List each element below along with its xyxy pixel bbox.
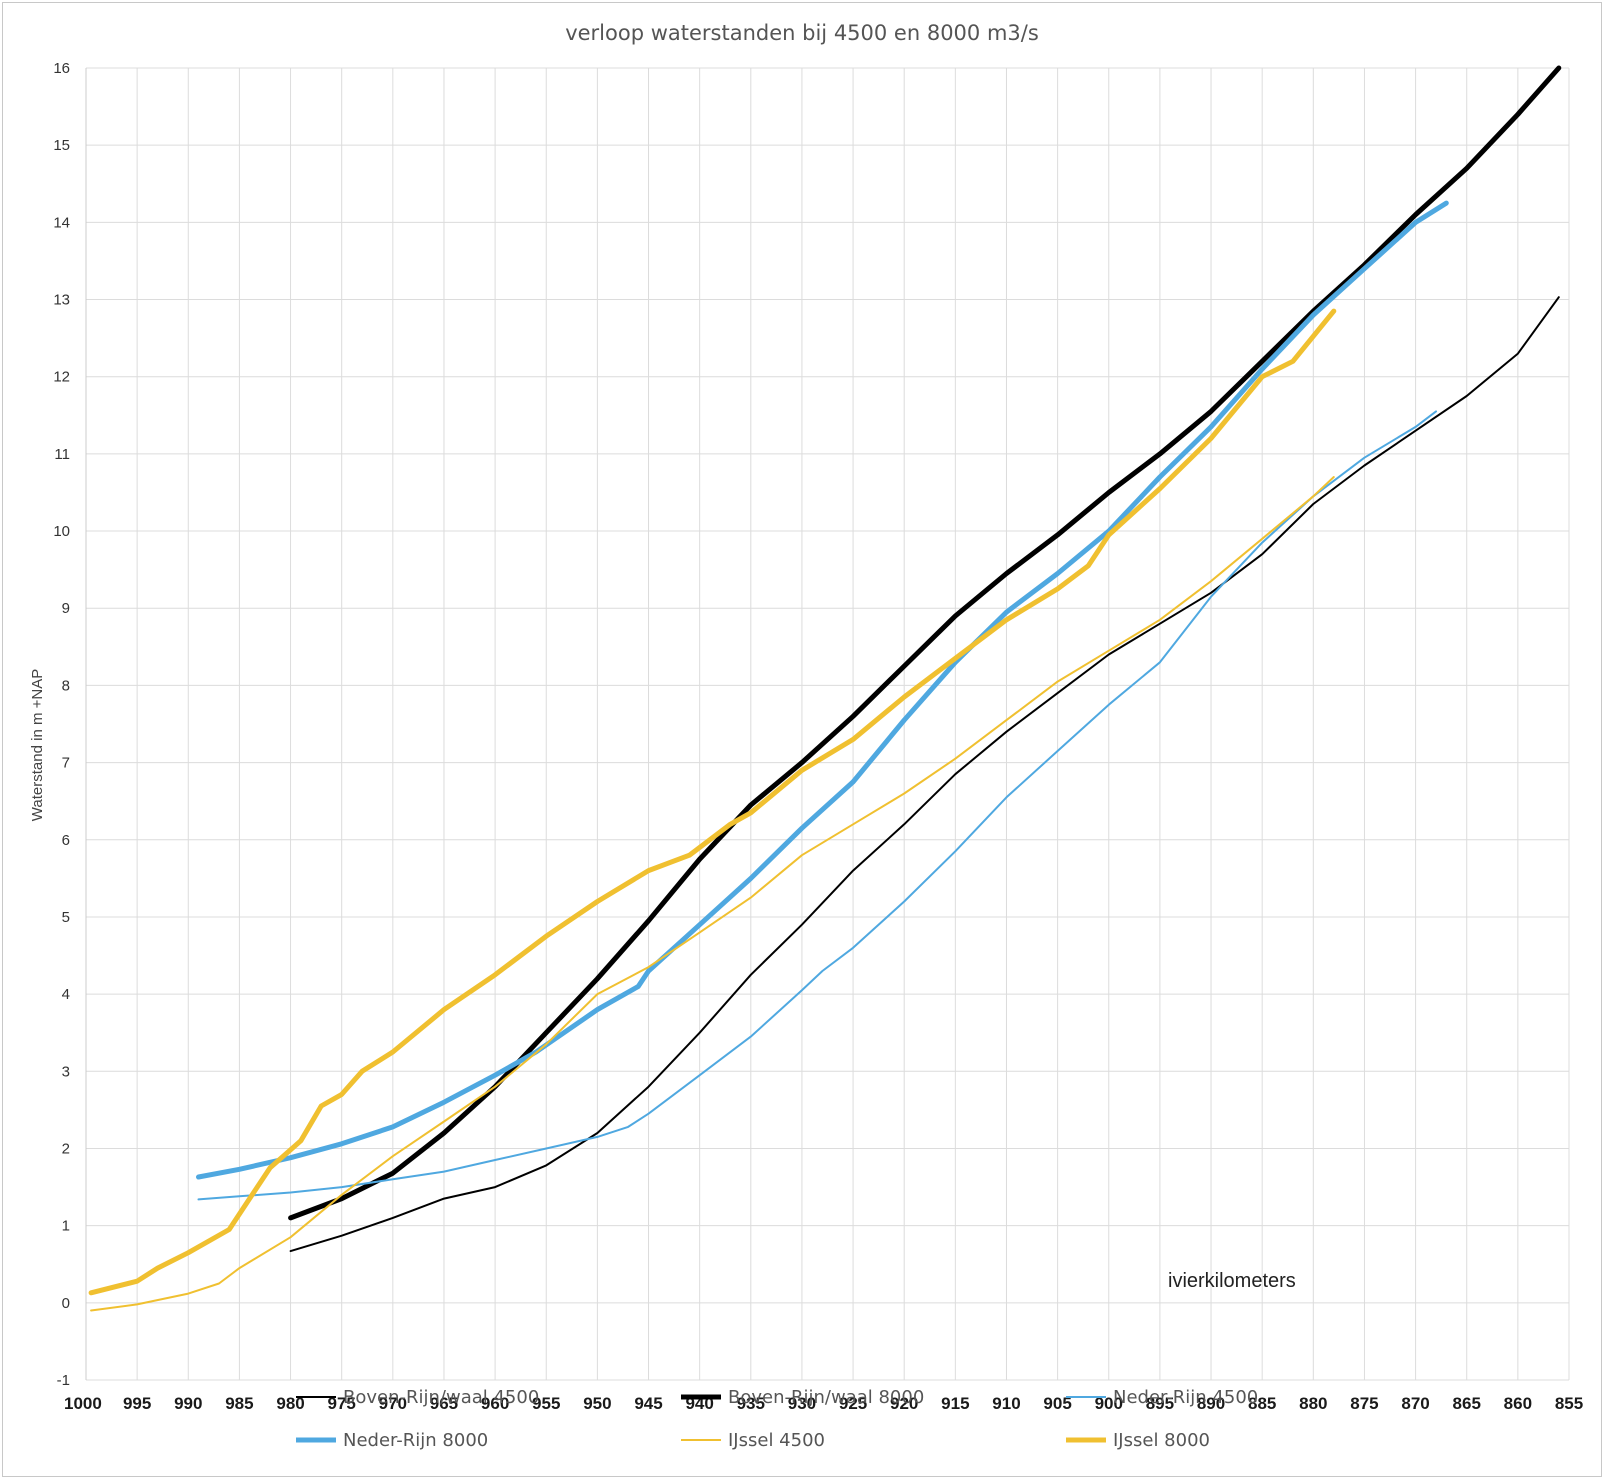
- x-tick-label: 880: [1299, 1394, 1327, 1413]
- y-tick-label: 5: [62, 909, 70, 926]
- x-axis-ticks: 1000 995 990 985 980 975 970 965 960 955 950 945 940…: [64, 1394, 1583, 1413]
- x-tick-label: 905: [1043, 1394, 1071, 1413]
- x-tick-label: 860: [1504, 1394, 1532, 1413]
- x-tick-label: 885: [1248, 1394, 1276, 1413]
- legend-label: Boven-Rijn/waal 8000: [728, 1387, 924, 1408]
- legend-label: Neder-Rijn 4500: [1113, 1387, 1258, 1408]
- x-tick-label: 855: [1555, 1394, 1583, 1413]
- x-tick-label: 920: [890, 1394, 918, 1413]
- y-axis-label: Waterstand in m +NAP: [29, 669, 46, 821]
- x-tick-label: 1000: [64, 1394, 102, 1413]
- x-tick-label: 890: [1197, 1394, 1225, 1413]
- y-tick-label: 15: [53, 137, 70, 154]
- y-tick-label: 10: [53, 523, 70, 540]
- x-tick-label: 930: [788, 1394, 816, 1413]
- y-tick-label: 2: [62, 1140, 70, 1157]
- x-tick-label: 945: [634, 1394, 662, 1413]
- x-tick-label: 900: [1095, 1394, 1123, 1413]
- x-tick-label: 995: [123, 1394, 151, 1413]
- legend-label: IJssel 8000: [1113, 1430, 1210, 1451]
- y-tick-label: 6: [62, 832, 70, 849]
- y-tick-label: 12: [53, 369, 70, 386]
- y-tick-label: 16: [53, 60, 70, 77]
- series-lines: [88, 65, 1562, 1312]
- x-tick-label: 925: [839, 1394, 867, 1413]
- series-line-3: [196, 200, 1449, 1180]
- x-tick-label: 865: [1453, 1394, 1481, 1413]
- x-tick-label: 970: [379, 1394, 407, 1413]
- y-tick-label: 4: [62, 986, 70, 1003]
- x-tick-label: 990: [174, 1394, 202, 1413]
- y-tick-label: 8: [62, 677, 70, 694]
- legend-label: IJssel 4500: [728, 1430, 825, 1451]
- y-tick-label: 7: [62, 755, 70, 772]
- annotation-rivierkilometers: ivierkilometers: [1168, 1270, 1296, 1292]
- y-tick-label: 14: [53, 214, 70, 231]
- y-tick-label: 3: [62, 1063, 70, 1080]
- series-line-4: [90, 476, 1335, 1312]
- x-tick-label: 915: [941, 1394, 969, 1413]
- series-line-1: [288, 65, 1562, 1221]
- y-tick-label: 9: [62, 600, 70, 617]
- x-tick-label: 950: [583, 1394, 611, 1413]
- x-tick-label: 935: [737, 1394, 765, 1413]
- x-tick-label: 955: [532, 1394, 560, 1413]
- chart-title: verloop waterstanden bij 4500 en 8000 m3…: [565, 21, 1039, 45]
- x-tick-label: 985: [225, 1394, 253, 1413]
- x-tick-label: 960: [481, 1394, 509, 1413]
- x-tick-label: 870: [1401, 1394, 1429, 1413]
- y-tick-label: 13: [53, 292, 70, 309]
- series-line-5: [88, 308, 1337, 1296]
- y-tick-label: 11: [54, 446, 70, 463]
- grid: [85, 67, 1570, 1381]
- x-tick-label: 910: [992, 1394, 1020, 1413]
- x-tick-label: 980: [276, 1394, 304, 1413]
- series-line-0: [289, 296, 1560, 1253]
- x-tick-label: 975: [328, 1394, 356, 1413]
- x-tick-label: 895: [1146, 1394, 1174, 1413]
- series-line-2: [197, 410, 1437, 1201]
- legend-label: Boven-Rijn/waal 4500: [343, 1387, 539, 1408]
- y-tick-label: -1: [57, 1372, 70, 1389]
- legend: Boven-Rijn/waal 4500 Boven-Rijn/waal 8000…: [296, 1387, 1258, 1451]
- x-tick-label: 965: [430, 1394, 458, 1413]
- x-tick-label: 875: [1350, 1394, 1378, 1413]
- legend-label: Neder-Rijn 8000: [343, 1430, 488, 1451]
- y-tick-label: 1: [62, 1218, 70, 1235]
- y-tick-label: 0: [62, 1295, 70, 1312]
